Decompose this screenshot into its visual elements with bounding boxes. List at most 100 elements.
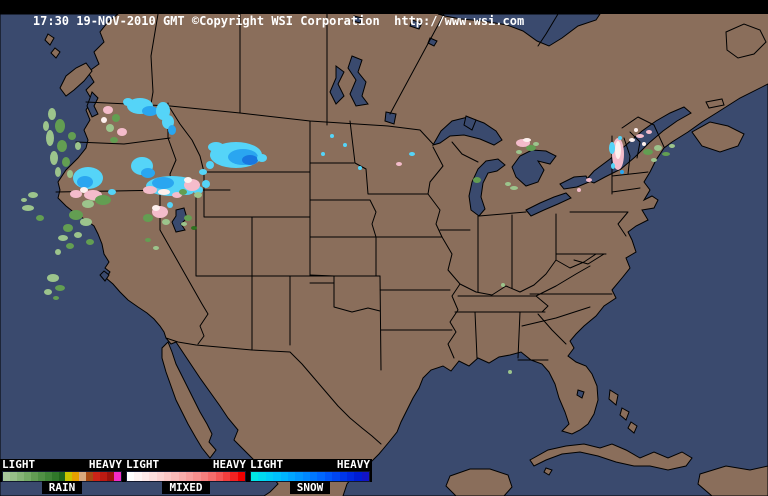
radar-cell — [199, 169, 207, 175]
canadian-lake — [352, 15, 363, 24]
radar-cell — [629, 138, 635, 142]
yucatan — [445, 468, 513, 496]
radar-cell — [70, 190, 82, 198]
radar-cell — [22, 205, 34, 211]
bahamas — [619, 407, 630, 421]
radar-cell — [74, 232, 82, 238]
us-radar-map — [0, 14, 768, 496]
puget-sound — [86, 91, 99, 118]
radar-cell — [117, 128, 127, 136]
radar-cell — [44, 289, 52, 295]
radar-cell — [43, 121, 49, 131]
titlebar-text: 17:30 19-NOV-2010 GMT ©Copyright WSI Cor… — [32, 14, 525, 28]
radar-cell — [501, 283, 505, 287]
haida-gwaii — [50, 47, 61, 59]
radar-cell — [654, 145, 662, 151]
radar-cell — [123, 98, 133, 106]
radar-cell — [36, 215, 44, 221]
radar-cell — [67, 170, 73, 178]
radar-cell — [611, 163, 615, 169]
state-lines-midwest — [427, 141, 557, 359]
radar-cell — [636, 134, 644, 138]
state-lines-east — [521, 211, 629, 345]
radar-cell — [533, 142, 539, 146]
radar-cell — [153, 246, 159, 250]
radar-cell — [577, 188, 581, 192]
haida-gwaii — [44, 33, 55, 46]
radar-cell — [158, 189, 170, 195]
map-svg — [0, 14, 768, 496]
lake-of-the-woods — [384, 111, 397, 125]
radar-cell — [321, 152, 325, 156]
lake-manitoba — [329, 65, 345, 105]
state-lines-plains — [309, 120, 453, 371]
radar-cell — [473, 177, 481, 183]
radar-precipitation-layer — [21, 98, 675, 374]
legend-block-snow: LIGHT HEAVY — [248, 459, 372, 482]
radar-cell — [634, 128, 638, 132]
radar-cell — [66, 243, 74, 249]
radar-cell — [620, 170, 624, 174]
radar-cell — [152, 205, 160, 211]
lake-huron — [511, 149, 557, 187]
radar-cell — [48, 108, 56, 120]
lake-erie — [525, 192, 572, 217]
intensity-legend: LIGHT HEAVY LIGHT HEAVY LIGHT HEAVY RAIN MIXED… — [0, 459, 372, 496]
lake-nipigon — [463, 115, 477, 131]
radar-cell — [358, 166, 362, 170]
lake-michigan — [468, 158, 506, 217]
radar-cell — [508, 370, 512, 374]
radar-cell — [526, 145, 536, 151]
radar-cell — [112, 114, 120, 122]
great-salt-lake — [171, 207, 188, 233]
baja-california — [161, 341, 217, 459]
province-borders — [150, 14, 559, 126]
radar-cell — [142, 106, 158, 116]
hispaniola — [697, 465, 768, 496]
radar-cell — [21, 198, 27, 202]
lake-superior — [431, 116, 503, 146]
radar-cell — [162, 219, 170, 225]
legend-strip: LIGHT HEAVY LIGHT HEAVY LIGHT HEAVY — [0, 459, 372, 482]
radar-cell — [242, 155, 258, 165]
radar-cell — [75, 142, 81, 150]
lake-okeechobee — [576, 389, 585, 399]
radar-cell — [53, 296, 59, 300]
radar-cell — [141, 168, 155, 178]
isle-of-youth — [543, 467, 553, 476]
radar-cell — [80, 187, 88, 193]
radar-cell — [642, 142, 646, 146]
radar-cell — [58, 235, 68, 241]
radar-cell — [191, 226, 197, 230]
legend-scale-name-snow: SNOW — [289, 481, 331, 494]
legend-light-label: LIGHT — [2, 458, 36, 471]
legend-names-row: RAIN MIXED SNOW — [0, 481, 372, 496]
radar-cell — [68, 132, 76, 140]
radar-cell — [77, 176, 93, 188]
radar-cell — [62, 157, 70, 167]
legend-heavy-label: HEAVY — [212, 458, 246, 471]
radar-cell — [669, 144, 675, 148]
cuba — [529, 443, 693, 471]
radar-cell — [181, 222, 187, 226]
radar-cell — [152, 177, 174, 189]
titlebar: 17:30 19-NOV-2010 GMT ©Copyright WSI Cor… — [0, 0, 768, 28]
state-lines-south — [165, 295, 549, 445]
radar-cell — [143, 186, 157, 194]
legend-block-rain: LIGHT HEAVY — [0, 459, 124, 482]
radar-cell — [57, 140, 67, 152]
newfoundland — [725, 23, 767, 59]
radar-cell — [208, 142, 224, 152]
radar-cell — [46, 130, 54, 146]
hudson-bay — [437, 14, 601, 47]
legend-scale-name-mixed: MIXED — [162, 481, 210, 494]
legend-light-label: LIGHT — [126, 458, 160, 471]
radar-cell — [106, 124, 114, 132]
legend-heavy-label: HEAVY — [336, 458, 370, 471]
radar-cell — [396, 162, 402, 166]
legend-scale-name-rain: RAIN — [41, 481, 83, 494]
radar-cell — [110, 137, 118, 143]
radar-cell — [101, 117, 107, 123]
legend-heavy-label: HEAVY — [88, 458, 122, 471]
legend-block-mixed: LIGHT HEAVY — [124, 459, 248, 482]
